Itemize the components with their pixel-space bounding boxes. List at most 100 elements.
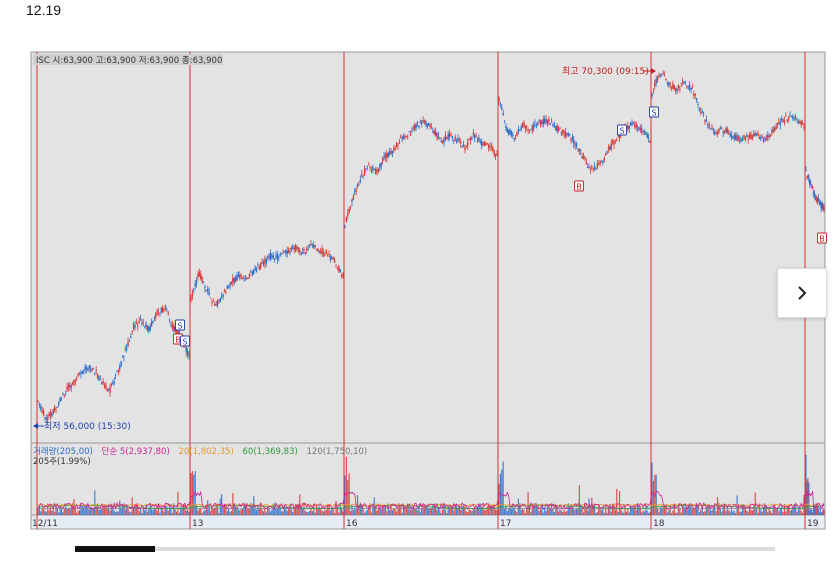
volume-bar (475, 509, 477, 515)
volume-legend-ma60: 60(1,369,83) (243, 447, 298, 457)
volume-bar (670, 512, 673, 515)
candle-body (365, 168, 367, 169)
volume-bar (623, 512, 625, 515)
candle-body (700, 111, 702, 114)
candle-body (455, 140, 458, 143)
volume-bar (142, 507, 144, 515)
volume-bar (455, 505, 458, 515)
volume-bar (474, 509, 476, 515)
volume-bar (290, 509, 293, 515)
volume-bar (248, 508, 251, 515)
volume-bar (134, 504, 136, 515)
x-tick-label: 17 (500, 519, 511, 529)
candle-body (393, 148, 395, 151)
volume-bar (512, 503, 514, 515)
volume-bar (152, 510, 154, 515)
volume-bar (379, 507, 381, 515)
candle-body (741, 138, 744, 141)
volume-bar (562, 512, 564, 515)
volume-bar (676, 512, 678, 515)
next-button[interactable] (777, 268, 827, 318)
volume-bar (782, 512, 784, 515)
volume-bar (187, 509, 189, 515)
volume-bar (750, 509, 752, 515)
volume-bar (121, 506, 124, 515)
candle-body (483, 141, 486, 146)
candle-body (771, 129, 773, 133)
volume-bar (451, 506, 453, 515)
volume-bar (331, 507, 333, 515)
candle-body (564, 131, 567, 137)
candle-body (501, 107, 503, 110)
candle-body (60, 397, 63, 398)
candle-body (506, 127, 509, 133)
volume-bar (646, 510, 648, 515)
volume-bar (807, 478, 809, 515)
volume-bar (725, 511, 727, 515)
candle-body (293, 248, 295, 250)
candle-body (398, 141, 401, 144)
candle-body (243, 279, 245, 281)
candle-body (750, 133, 752, 140)
volume-bar (233, 506, 235, 515)
volume-bar (443, 505, 445, 515)
volume-bar (112, 508, 114, 515)
volume-bar (549, 507, 551, 515)
candle-body (107, 390, 110, 392)
volume-bar (610, 511, 612, 515)
volume-bar (541, 506, 543, 515)
volume-bar (99, 509, 101, 515)
candle-body (178, 331, 181, 335)
volume-bar (635, 509, 637, 515)
volume-bar (746, 510, 748, 515)
volume-bar (354, 507, 356, 515)
candle-body (321, 248, 323, 255)
scrollbar-thumb[interactable] (75, 546, 155, 552)
candle-body (67, 384, 70, 388)
candle-body (120, 361, 122, 366)
volume-bar (230, 510, 233, 515)
candle-body (458, 139, 461, 141)
candle-body (215, 304, 217, 306)
volume-bar (398, 503, 400, 515)
volume-bar (442, 509, 444, 515)
volume-bar (306, 512, 308, 515)
candle-body (253, 269, 255, 274)
volume-bar (776, 507, 779, 515)
volume-bar (680, 512, 682, 515)
candle-body (563, 131, 565, 134)
candle-body (694, 93, 696, 96)
candle-body (557, 128, 560, 131)
candle-body (820, 202, 822, 208)
candle-body (603, 157, 605, 161)
volume-bar (624, 505, 626, 515)
candle-body (479, 141, 481, 143)
volume-bar (430, 507, 433, 515)
volume-bar (376, 510, 378, 515)
volume-bar (792, 508, 794, 515)
volume-bar (728, 510, 730, 515)
scrollbar-track[interactable] (75, 546, 775, 552)
sell-signal-marker: S (617, 124, 627, 136)
volume-bar (269, 511, 272, 515)
candle-body (42, 410, 45, 416)
volume-bar (334, 512, 336, 515)
volume-bar (156, 510, 158, 515)
volume-bar (753, 504, 755, 515)
volume-bar (236, 508, 238, 515)
volume-bar (292, 512, 294, 515)
volume-bar (262, 511, 265, 515)
volume-bar (421, 508, 423, 515)
volume-bar (567, 503, 569, 515)
candle-body (342, 274, 344, 277)
volume-bar (226, 511, 228, 515)
volume-bar (437, 508, 440, 515)
volume-bar (394, 509, 396, 515)
volume-bar (311, 511, 313, 515)
candle-body (363, 169, 366, 176)
candle-body (300, 253, 302, 255)
volume-bar (696, 504, 698, 515)
candle-body (89, 369, 92, 371)
candle-body (200, 273, 202, 279)
candle-body (440, 141, 442, 143)
